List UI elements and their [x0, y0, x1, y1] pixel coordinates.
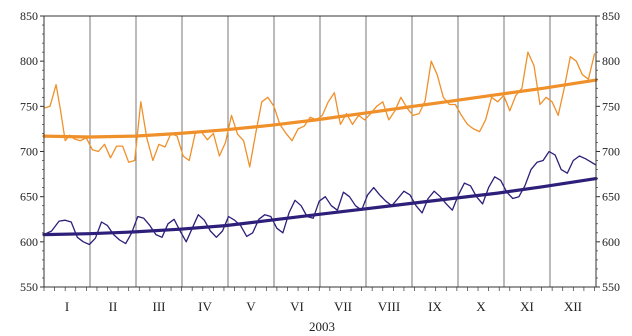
- y-tick-label-left: 850: [20, 9, 38, 23]
- month-label: I: [65, 299, 69, 314]
- trend-line-2: [42, 78, 598, 139]
- month-label: II: [109, 299, 118, 314]
- y-tick-label-right: 700: [602, 145, 620, 159]
- trend-line-3: [42, 177, 598, 237]
- y-tick-label-left: 550: [20, 280, 38, 294]
- month-label: VI: [290, 299, 304, 314]
- x-axis-label: 2003: [309, 319, 335, 334]
- y-tick-label-left: 600: [20, 235, 38, 249]
- month-label: IV: [198, 299, 212, 314]
- month-label: V: [246, 299, 256, 314]
- y-tick-label-left: 750: [20, 99, 38, 113]
- y-tick-label-right: 750: [602, 99, 620, 113]
- month-label: IX: [428, 299, 442, 314]
- month-label: VIII: [378, 299, 400, 314]
- y-tick-label-left: 650: [20, 190, 38, 204]
- month-label: X: [476, 299, 486, 314]
- month-label: XI: [520, 299, 534, 314]
- grid-layer: [89, 16, 551, 287]
- y-tick-label-right: 650: [602, 190, 620, 204]
- y-tick-label-right: 800: [602, 54, 620, 68]
- series-line-0: [43, 51, 596, 168]
- y-tick-label-left: 700: [20, 145, 38, 159]
- series-line-1: [43, 150, 597, 246]
- month-label: VII: [334, 299, 352, 314]
- y-tick-label-right: 600: [602, 235, 620, 249]
- y-tick-label-left: 800: [20, 54, 38, 68]
- y-tick-label-right: 850: [602, 9, 620, 23]
- series-layer: [42, 51, 598, 246]
- month-label: XII: [564, 299, 582, 314]
- month-label: III: [153, 299, 166, 314]
- y-tick-label-right: 550: [602, 280, 620, 294]
